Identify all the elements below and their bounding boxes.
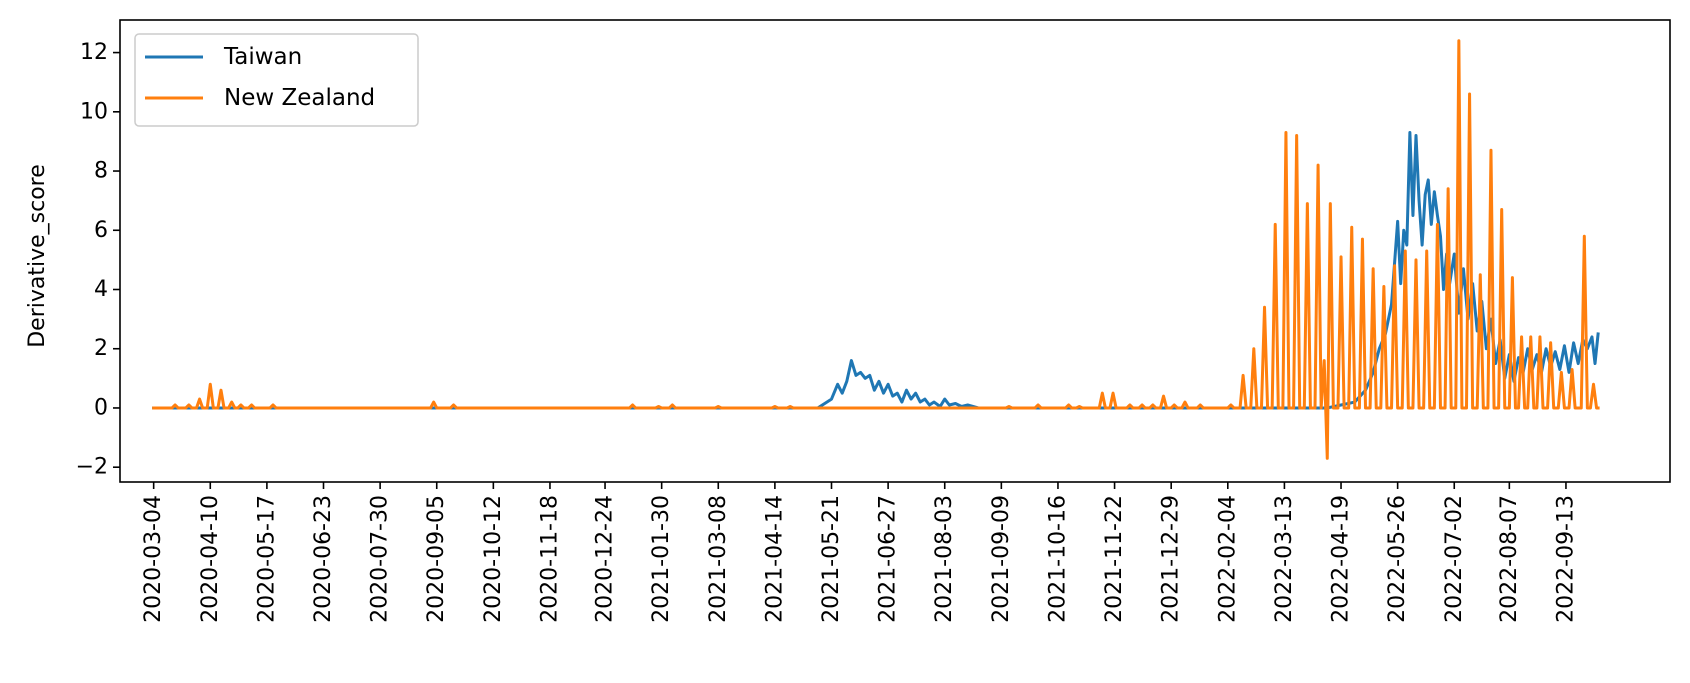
x-tick-label: 2020-06-23 [311, 495, 336, 623]
y-axis-label: Derivative_score [25, 164, 50, 348]
y-tick-label: 2 [94, 336, 108, 361]
x-tick-label: 2021-08-03 [932, 495, 957, 623]
x-tick-label: 2020-04-10 [198, 495, 223, 623]
y-tick-label: 4 [94, 277, 108, 302]
x-tick-label: 2022-07-02 [1442, 495, 1467, 623]
plot-lines [152, 39, 1600, 460]
x-tick-label: 2020-10-12 [481, 495, 506, 623]
legend-label-1: Taiwan [223, 44, 302, 70]
legend-box [134, 33, 419, 127]
y-tick-label: 8 [94, 159, 108, 184]
x-tick-label: 2021-01-30 [649, 495, 674, 623]
x-tick-label: 2021-09-09 [989, 495, 1014, 623]
x-tick-label: 2020-03-04 [141, 495, 166, 623]
y-tick-label: 12 [80, 40, 108, 65]
x-tick-label: 2020-07-30 [368, 495, 393, 623]
x-tick-label: 2022-04-19 [1329, 495, 1354, 623]
x-tick-label: 2021-03-08 [706, 495, 731, 623]
x-tick-label: 2020-05-17 [254, 495, 279, 623]
y-tick-label: 6 [94, 218, 108, 243]
x-tick-label: 2022-09-13 [1553, 495, 1578, 623]
y-tick-label: −2 [76, 455, 108, 480]
x-axis: 2020-03-04 2020-04-10 2020-05-17 2020-06-23… [141, 482, 1578, 623]
x-tick-label: 2021-06-27 [876, 495, 901, 623]
legend-label-2: New Zealand [224, 85, 375, 111]
x-tick-label: 2021-10-16 [1045, 495, 1070, 623]
legend: Taiwan New Zealand [134, 33, 419, 127]
x-tick-label: 2022-08-07 [1497, 495, 1522, 623]
x-tick-label: 2020-12-24 [593, 495, 618, 623]
y-axis: −2 0 2 4 6 8 10 12 [76, 40, 120, 480]
x-tick-label: 2021-05-21 [819, 495, 844, 623]
x-tick-label: 2022-05-26 [1385, 495, 1410, 623]
y-tick-label: 0 [94, 395, 108, 420]
x-tick-label: 2022-03-13 [1272, 495, 1297, 623]
x-tick-label: 2020-09-05 [424, 495, 449, 623]
x-tick-label: 2022-02-04 [1215, 495, 1240, 623]
x-tick-label: 2021-12-29 [1159, 495, 1184, 623]
plot-frame [119, 19, 1671, 483]
y-tick-label: 10 [80, 99, 108, 124]
x-tick-label: 2021-11-22 [1102, 495, 1127, 623]
x-tick-label: 2021-04-14 [762, 495, 787, 623]
series-line-2 [152, 39, 1600, 460]
x-tick-label: 2020-11-18 [537, 495, 562, 623]
